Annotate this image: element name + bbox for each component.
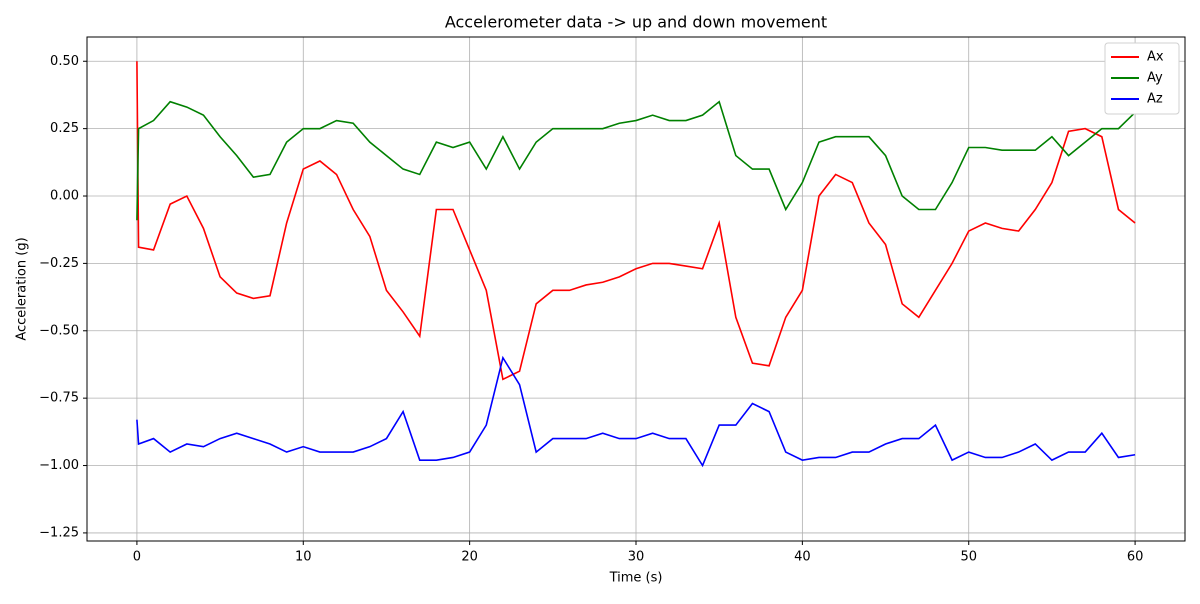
- y-tick-label: −0.25: [39, 256, 79, 271]
- x-tick-label: 20: [461, 550, 478, 565]
- y-tick-label: 0.25: [50, 121, 79, 136]
- legend-label: Ax: [1147, 50, 1164, 65]
- line-series: [136, 355, 1136, 468]
- chart-title: Accelerometer data -> up and down moveme…: [445, 13, 827, 32]
- plot-frame: [86, 36, 1186, 542]
- y-tick-label: 0.50: [50, 54, 79, 69]
- x-tick-label: 50: [960, 550, 977, 565]
- legend-box: [1104, 42, 1180, 115]
- y-tick-label: −0.50: [39, 323, 79, 338]
- legend-label: Az: [1147, 92, 1163, 107]
- x-tick-label: 60: [1127, 550, 1144, 565]
- x-tick-label: 10: [295, 550, 312, 565]
- x-tick-label: 40: [794, 550, 811, 565]
- line-series: [136, 61, 1136, 381]
- x-tick-label: 0: [133, 550, 141, 565]
- x-tick-label: 30: [628, 550, 645, 565]
- y-tick-label: −1.00: [39, 458, 79, 473]
- y-tick-label: 0.00: [50, 189, 79, 204]
- y-axis-label: Acceleration (g): [15, 237, 30, 340]
- y-tick-label: −1.25: [39, 525, 79, 540]
- x-axis-label: Time (s): [609, 571, 663, 586]
- legend-label: Ay: [1147, 71, 1163, 86]
- y-tick-label: −0.75: [39, 391, 79, 406]
- line-series: [136, 100, 1136, 221]
